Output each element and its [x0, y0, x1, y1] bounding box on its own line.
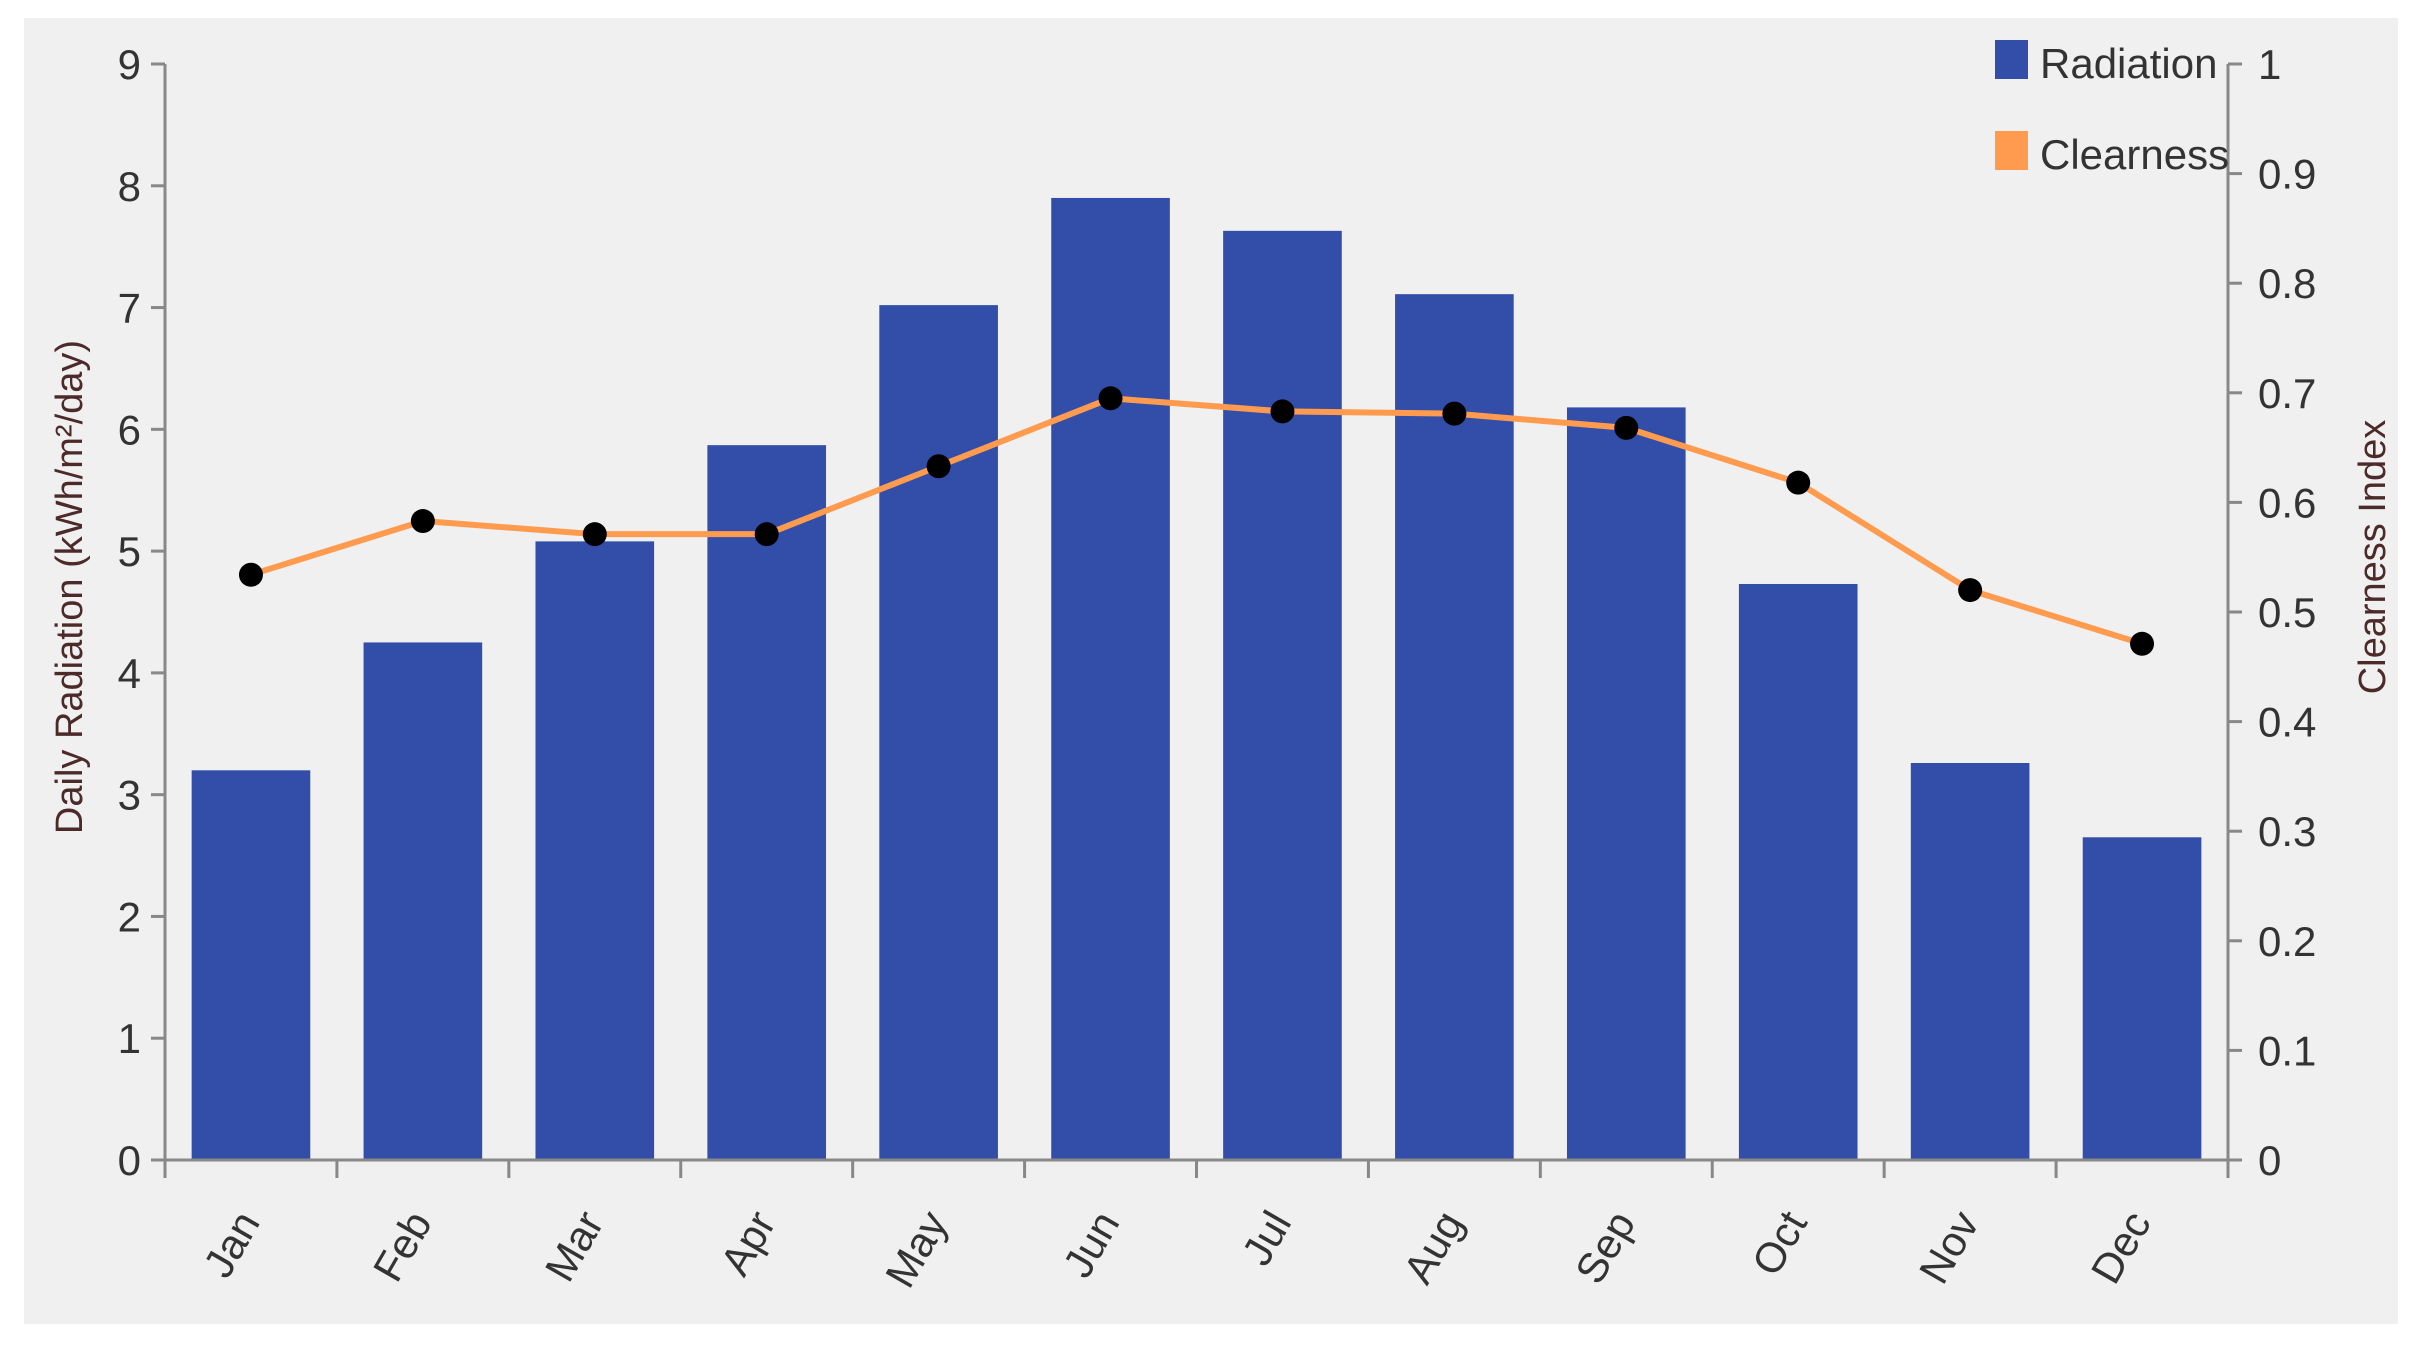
bar-feb — [363, 642, 483, 1160]
clearness-point-apr — [754, 522, 779, 547]
x-tick-label: Jul — [1233, 1203, 1301, 1273]
x-tick-label: Nov — [1910, 1203, 1988, 1291]
y-tick-label: 7 — [118, 285, 141, 332]
y-tick-label: 5 — [118, 528, 141, 575]
clearness-line — [250, 395, 2143, 647]
bar-jan — [191, 770, 311, 1160]
y2-tick-label: 0.5 — [2258, 589, 2316, 636]
x-tick-label: Jan — [194, 1203, 269, 1285]
clearness-point-may — [926, 454, 951, 479]
y-tick-label: 1 — [118, 1015, 141, 1062]
clearness-point-sep — [1614, 415, 1639, 440]
bars-layer — [191, 197, 2202, 1161]
legend-label-radiation: Radiation — [2040, 40, 2217, 87]
clearness-point-feb — [410, 509, 435, 534]
y-tick-label: 9 — [118, 41, 141, 88]
bar-jun — [1051, 197, 1170, 1160]
x-tick-label: Aug — [1394, 1203, 1472, 1291]
clearness-line-layer — [238, 386, 2155, 656]
y-tick-label: 2 — [118, 893, 141, 940]
y-tick-label: 3 — [118, 772, 141, 819]
y2-tick-label: 0.2 — [2258, 918, 2316, 965]
bar-aug — [1395, 294, 1514, 1160]
bar-dec — [2082, 837, 2202, 1160]
legend: Radiation Clearness — [1995, 40, 2229, 178]
legend-label-clearness: Clearness — [2040, 131, 2229, 178]
x-tick-label: Feb — [364, 1203, 441, 1289]
y2-tick-label: 0 — [2258, 1137, 2281, 1184]
y-tick-label: 0 — [118, 1137, 141, 1184]
bar-sep — [1566, 407, 1686, 1160]
y2-tick-label: 0.9 — [2258, 151, 2316, 198]
bar-nov — [1910, 763, 2030, 1160]
clearness-point-aug — [1442, 401, 1467, 426]
x-tick-label: Dec — [2082, 1203, 2160, 1291]
y2-axis-title: Clearness Index — [2352, 420, 2394, 695]
bar-apr — [707, 445, 827, 1161]
clearness-point-nov — [1958, 578, 1983, 603]
y2-tick-label: 0.7 — [2258, 370, 2316, 417]
x-tick-label: Oct — [1743, 1203, 1817, 1283]
y2-tick-label: 0.6 — [2258, 479, 2316, 526]
y-tick-label: 6 — [118, 406, 141, 453]
axes-layer — [151, 62, 2242, 1178]
y2-tick-label: 0.8 — [2258, 260, 2316, 307]
clearness-point-jan — [238, 562, 263, 587]
x-tick-label: Apr — [711, 1203, 784, 1283]
y2-tick-label: 0.4 — [2258, 699, 2316, 746]
bar-may — [879, 305, 998, 1160]
bar-jul — [1223, 230, 1342, 1160]
clearness-point-oct — [1786, 470, 1811, 495]
clearness-point-jun — [1098, 386, 1123, 411]
y2-tick-label: 0.3 — [2258, 808, 2316, 855]
y-tick-label: 8 — [118, 163, 141, 210]
x-tick-label: May — [876, 1203, 956, 1295]
clearness-point-jul — [1270, 399, 1295, 424]
legend-swatch-clearness — [1995, 131, 2028, 170]
clearness-point-mar — [582, 522, 607, 547]
y2-tick-label: 0.1 — [2258, 1027, 2316, 1074]
y-tick-label: 4 — [118, 650, 141, 697]
y2-tick-label: 1 — [2258, 41, 2281, 88]
bar-mar — [535, 541, 655, 1160]
legend-swatch-radiation — [1995, 40, 2028, 79]
clearness-point-dec — [2130, 631, 2155, 656]
x-tick-label: Jun — [1054, 1203, 1129, 1285]
x-tick-label: Mar — [536, 1203, 613, 1289]
x-tick-label: Sep — [1566, 1203, 1644, 1291]
bar-oct — [1738, 583, 1858, 1160]
y-axis-title: Daily Radiation (kWh/m²/day) — [49, 340, 91, 834]
